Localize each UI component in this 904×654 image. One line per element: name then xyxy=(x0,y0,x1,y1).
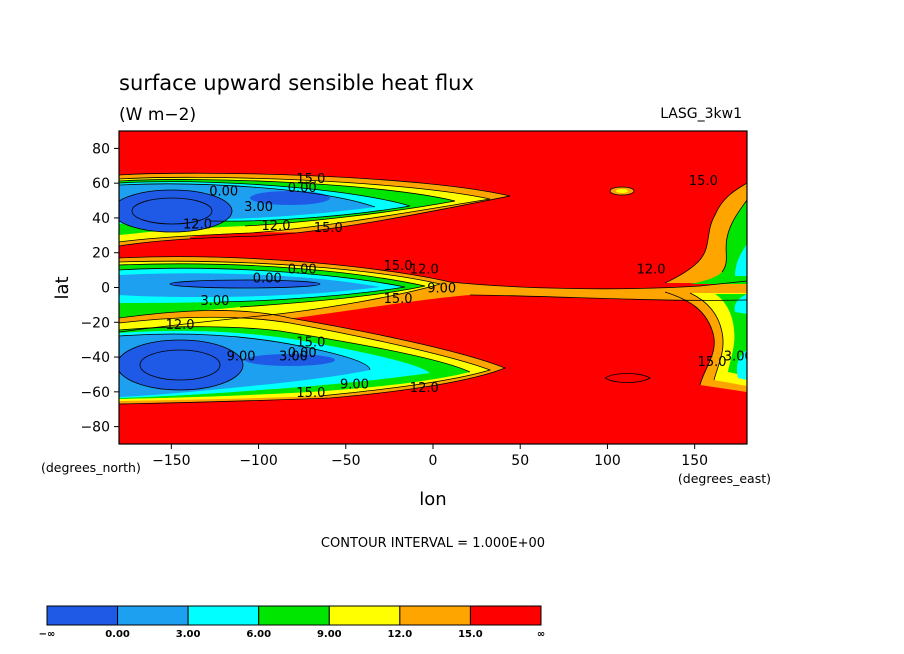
contour-label: 0.00 xyxy=(288,181,317,196)
x-tick-label: 50 xyxy=(511,453,529,469)
contour-label: 15.0 xyxy=(384,259,413,274)
y-tick-label: −20 xyxy=(80,315,110,331)
colorbar-label: 9.00 xyxy=(317,629,342,640)
y-tick-label: 80 xyxy=(92,141,110,157)
contour-label: 12.0 xyxy=(410,263,439,278)
contour-label: 12.0 xyxy=(410,381,439,396)
contour-label: 12.0 xyxy=(183,217,212,232)
colorbar-label: −∞ xyxy=(39,629,56,640)
x-axis: −150 −100 −50 0 50 100 150 xyxy=(152,444,708,469)
contour-label: 0.00 xyxy=(288,346,317,361)
contour-label: 15.0 xyxy=(296,172,325,187)
contour-label: 9.00 xyxy=(340,377,369,392)
x-tick-label: −150 xyxy=(152,453,190,469)
contour-label: 15.0 xyxy=(384,292,413,307)
contour-label: 3.00 xyxy=(200,294,229,309)
y-units-label: (degrees_north) xyxy=(41,460,141,475)
y-axis-label: lat xyxy=(52,276,73,299)
y-axis: 80 60 40 20 0 −20 −40 −60 −80 xyxy=(80,141,119,436)
contour-label: 3.00 xyxy=(244,200,273,215)
x-tick-label: −100 xyxy=(239,453,277,469)
field-nh-red-tongue xyxy=(190,232,400,256)
x-tick-label: −50 xyxy=(331,453,361,469)
x-axis-label: lon xyxy=(419,489,446,510)
contour-label: 15.0 xyxy=(296,386,325,401)
contour-label: 3.00 xyxy=(724,350,753,365)
y-tick-label: −80 xyxy=(80,420,110,436)
y-tick-label: 60 xyxy=(92,176,110,192)
x-tick-label: 150 xyxy=(681,453,708,469)
contour-label: 0.00 xyxy=(209,184,238,199)
colorbar-swatch xyxy=(469,605,542,626)
y-tick-label: −40 xyxy=(80,350,110,366)
field-east-cyan xyxy=(735,244,747,276)
contour-label: 3.00 xyxy=(279,350,308,365)
field-nh-blue1b xyxy=(250,191,330,205)
colorbar-label: 3.00 xyxy=(176,629,201,640)
colorbar-swatch xyxy=(187,605,260,626)
contour-lines xyxy=(119,172,747,405)
field-east-s-green xyxy=(715,294,747,376)
colorbar-label: 15.0 xyxy=(458,629,483,640)
colorbar: −∞ 0.00 3.00 6.00 9.00 12.0 15.0 ∞ xyxy=(39,605,545,640)
field-eq-blue1 xyxy=(170,280,320,288)
field-sh-blue1 xyxy=(119,340,243,390)
colorbar-label: 12.0 xyxy=(388,629,413,640)
y-tick-label: 40 xyxy=(92,211,110,227)
model-label: LASG_3kw1 xyxy=(660,106,742,122)
contour-label: 0.00 xyxy=(288,263,317,278)
field-east-s-cyan2 xyxy=(736,350,747,380)
contour-label: 0.00 xyxy=(253,271,282,286)
y-tick-label: 20 xyxy=(92,246,110,262)
field-east-s-cyan xyxy=(734,294,747,314)
colorbar-swatch xyxy=(328,605,401,626)
colorbar-label: 0.00 xyxy=(105,629,130,640)
contour-label: 12.0 xyxy=(637,263,666,278)
y-tick-label: 0 xyxy=(101,281,110,297)
colorbar-label: 6.00 xyxy=(246,629,271,640)
field-east-blob-yellow xyxy=(616,189,628,193)
colorbar-swatch xyxy=(117,605,189,626)
field-sh-blue1b xyxy=(245,354,335,366)
contour-label: 9.00 xyxy=(427,282,456,297)
chart-units: (W m−2) xyxy=(119,105,196,125)
contour-label: 12.0 xyxy=(166,318,195,333)
contour-label: 12.0 xyxy=(262,219,291,234)
field-east-green xyxy=(690,200,747,284)
colorbar-swatch xyxy=(399,605,471,626)
contour-label: 9.00 xyxy=(227,350,256,365)
colorbar-swatch xyxy=(46,605,119,626)
colorbar-swatch xyxy=(258,605,330,626)
x-tick-label: 0 xyxy=(429,453,438,469)
contour-label: 15.0 xyxy=(314,221,343,236)
x-units-label: (degrees_east) xyxy=(678,471,771,486)
colorbar-label: ∞ xyxy=(537,629,545,640)
chart-title: surface upward sensible heat flux xyxy=(119,71,474,95)
contour-label: 15.0 xyxy=(698,355,727,370)
contour-label: 15.0 xyxy=(689,174,718,189)
x-tick-label: 100 xyxy=(594,453,621,469)
contour-label: 15.0 xyxy=(296,336,325,351)
contour-interval: CONTOUR INTERVAL = 1.000E+00 xyxy=(321,536,545,551)
y-tick-label: −60 xyxy=(80,385,110,401)
